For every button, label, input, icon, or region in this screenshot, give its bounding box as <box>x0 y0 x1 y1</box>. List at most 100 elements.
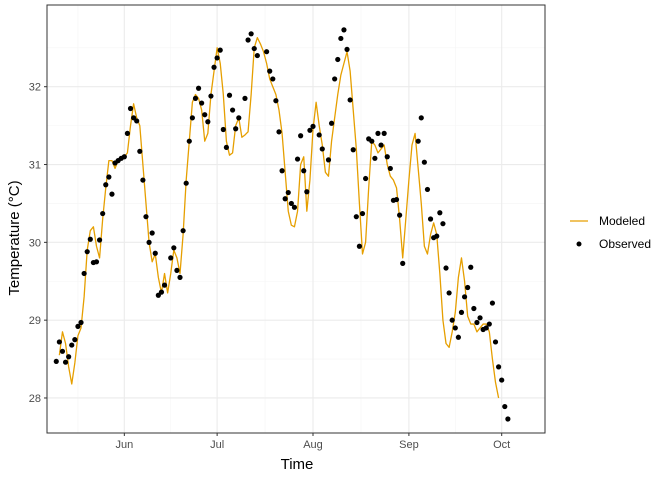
observed-point <box>137 148 143 154</box>
observed-point <box>492 339 499 345</box>
observed-point <box>217 47 223 53</box>
x-tick-label: Aug <box>303 439 323 451</box>
observed-point <box>180 228 186 234</box>
observed-point <box>319 146 325 152</box>
observed-point <box>363 175 369 182</box>
observed-point <box>199 100 205 106</box>
observed-point <box>264 49 270 55</box>
observed-point <box>149 230 155 236</box>
observed-point <box>84 249 90 255</box>
observed-point <box>93 259 100 265</box>
observed-point <box>499 377 505 383</box>
observed-point <box>437 210 443 216</box>
observed-point <box>223 144 229 151</box>
observed-point <box>418 115 424 121</box>
observed-point <box>189 115 195 121</box>
y-tick-label: 28 <box>29 393 41 405</box>
observed-point <box>192 95 199 101</box>
observed-point <box>134 118 140 124</box>
observed-point <box>59 348 66 354</box>
observed-point <box>140 177 146 183</box>
observed-point <box>332 76 338 82</box>
observed-point <box>427 216 434 222</box>
observed-point <box>69 342 75 348</box>
observed-point <box>226 92 233 98</box>
observed-point <box>270 76 276 82</box>
observed-point <box>127 105 134 112</box>
observed-point <box>282 196 288 202</box>
x-tick-label: Sep <box>399 439 419 451</box>
observed-point <box>229 107 236 113</box>
x-axis-title: Time <box>281 456 314 473</box>
observed-point <box>106 174 112 180</box>
observed-point <box>161 282 168 288</box>
y-tick-label: 31 <box>29 160 41 172</box>
y-tick-label: 29 <box>29 315 41 327</box>
observed-point <box>486 321 492 327</box>
observed-point <box>121 154 127 160</box>
observed-point <box>440 221 446 227</box>
observed-point <box>233 126 239 132</box>
y-tick-label: 30 <box>29 237 41 249</box>
observed-point <box>211 64 217 70</box>
observed-point <box>146 239 152 245</box>
observed-point <box>449 317 455 323</box>
observed-point <box>369 138 375 144</box>
observed-point <box>103 182 109 188</box>
observed-point <box>72 337 78 343</box>
observed-point <box>350 147 356 153</box>
axes: 28 29 30 31 32 Jun Jul Aug Sep Oct <box>29 82 511 451</box>
observed-point <box>66 354 72 360</box>
observed-point <box>242 95 248 101</box>
observed-point <box>177 274 183 280</box>
observed-point <box>372 155 378 161</box>
observed-point <box>109 191 115 197</box>
observed-point <box>310 123 316 129</box>
observed-point <box>78 319 84 326</box>
observed-point <box>158 289 165 295</box>
observed-point <box>415 138 421 144</box>
observed-point <box>285 189 291 196</box>
observed-point <box>100 210 106 217</box>
observed-point <box>375 130 381 136</box>
legend-label-observed: Observed <box>599 237 651 251</box>
observed-point <box>393 196 400 203</box>
observed-point <box>168 255 174 261</box>
observed-point <box>424 186 431 193</box>
legend: Modeled Observed <box>570 214 651 251</box>
observed-point <box>208 93 214 99</box>
observed-point <box>273 98 279 104</box>
x-tick-label: Jul <box>210 439 224 451</box>
observed-point <box>96 237 103 243</box>
observed-point <box>378 142 384 148</box>
observed-point <box>347 97 353 103</box>
observed-point <box>205 119 211 125</box>
observed-point <box>186 138 192 144</box>
observed-point <box>400 260 406 266</box>
observed-point <box>279 168 285 174</box>
observed-point <box>505 416 511 422</box>
observed-point <box>325 157 332 163</box>
observed-series <box>53 27 511 422</box>
observed-point <box>245 37 251 43</box>
observed-point <box>341 27 347 33</box>
observed-point <box>307 127 313 133</box>
observed-point <box>53 358 59 365</box>
grid-lines <box>47 5 545 433</box>
observed-point <box>254 52 260 59</box>
observed-point <box>276 129 282 135</box>
observed-point <box>288 200 294 207</box>
legend-key-observed <box>576 241 582 247</box>
observed-point <box>202 112 208 118</box>
observed-point <box>220 126 226 133</box>
observed-point <box>434 233 440 239</box>
observed-point <box>183 180 189 186</box>
observed-point <box>496 364 502 370</box>
observed-point <box>124 130 131 136</box>
observed-point <box>489 300 496 306</box>
observed-point <box>474 319 480 326</box>
observed-point <box>87 236 93 242</box>
observed-point <box>452 325 458 331</box>
observed-point <box>455 334 461 340</box>
